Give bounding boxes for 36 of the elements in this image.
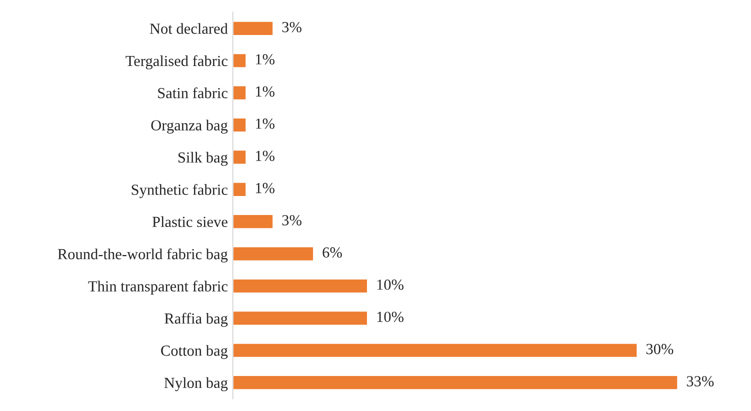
- y-tick-label: Raffia bag: [164, 312, 228, 327]
- data-label: 6%: [322, 247, 342, 258]
- y-tick-label: Cotton bag: [161, 345, 228, 359]
- y-tick-label: Organza bag: [151, 120, 228, 134]
- y-tick-label: Synthetic fabric: [132, 184, 228, 198]
- y-tick-label: Silk bag: [178, 152, 228, 166]
- data-label: 1%: [256, 86, 274, 97]
- bar: [232, 84, 247, 101]
- bar: [232, 342, 638, 358]
- y-tick-label: Not declared: [150, 23, 228, 34]
- data-label: 1%: [256, 54, 274, 64]
- bar: [232, 374, 679, 391]
- bar: [232, 246, 314, 262]
- data-label: 30%: [646, 344, 674, 354]
- bar: [232, 181, 247, 198]
- data-label: 1%: [256, 118, 274, 129]
- y-tick-label: Round-the-world fabric bag: [58, 248, 228, 262]
- bar: [232, 278, 368, 294]
- bar: [232, 310, 368, 326]
- data-label: 1%: [256, 150, 274, 162]
- data-label: 1%: [256, 182, 274, 194]
- bar: [232, 52, 247, 69]
- bar: [232, 20, 274, 36]
- data-label: 3%: [282, 215, 302, 226]
- bar: [232, 117, 247, 133]
- data-label: 33%: [686, 376, 714, 386]
- y-tick-label: Thin transparent fabric: [88, 280, 228, 295]
- data-label: 3%: [282, 22, 302, 32]
- y-tick-label: Plastic sieve: [152, 216, 228, 228]
- data-label: 10%: [377, 280, 404, 290]
- data-label: 10%: [377, 312, 404, 322]
- bar: [232, 149, 247, 166]
- bar: [232, 214, 274, 230]
- y-tick-label: Tergalised fabric: [126, 55, 228, 70]
- y-tick-label: Nylon bag: [164, 377, 228, 392]
- y-tick-label: Satin fabric: [158, 87, 228, 98]
